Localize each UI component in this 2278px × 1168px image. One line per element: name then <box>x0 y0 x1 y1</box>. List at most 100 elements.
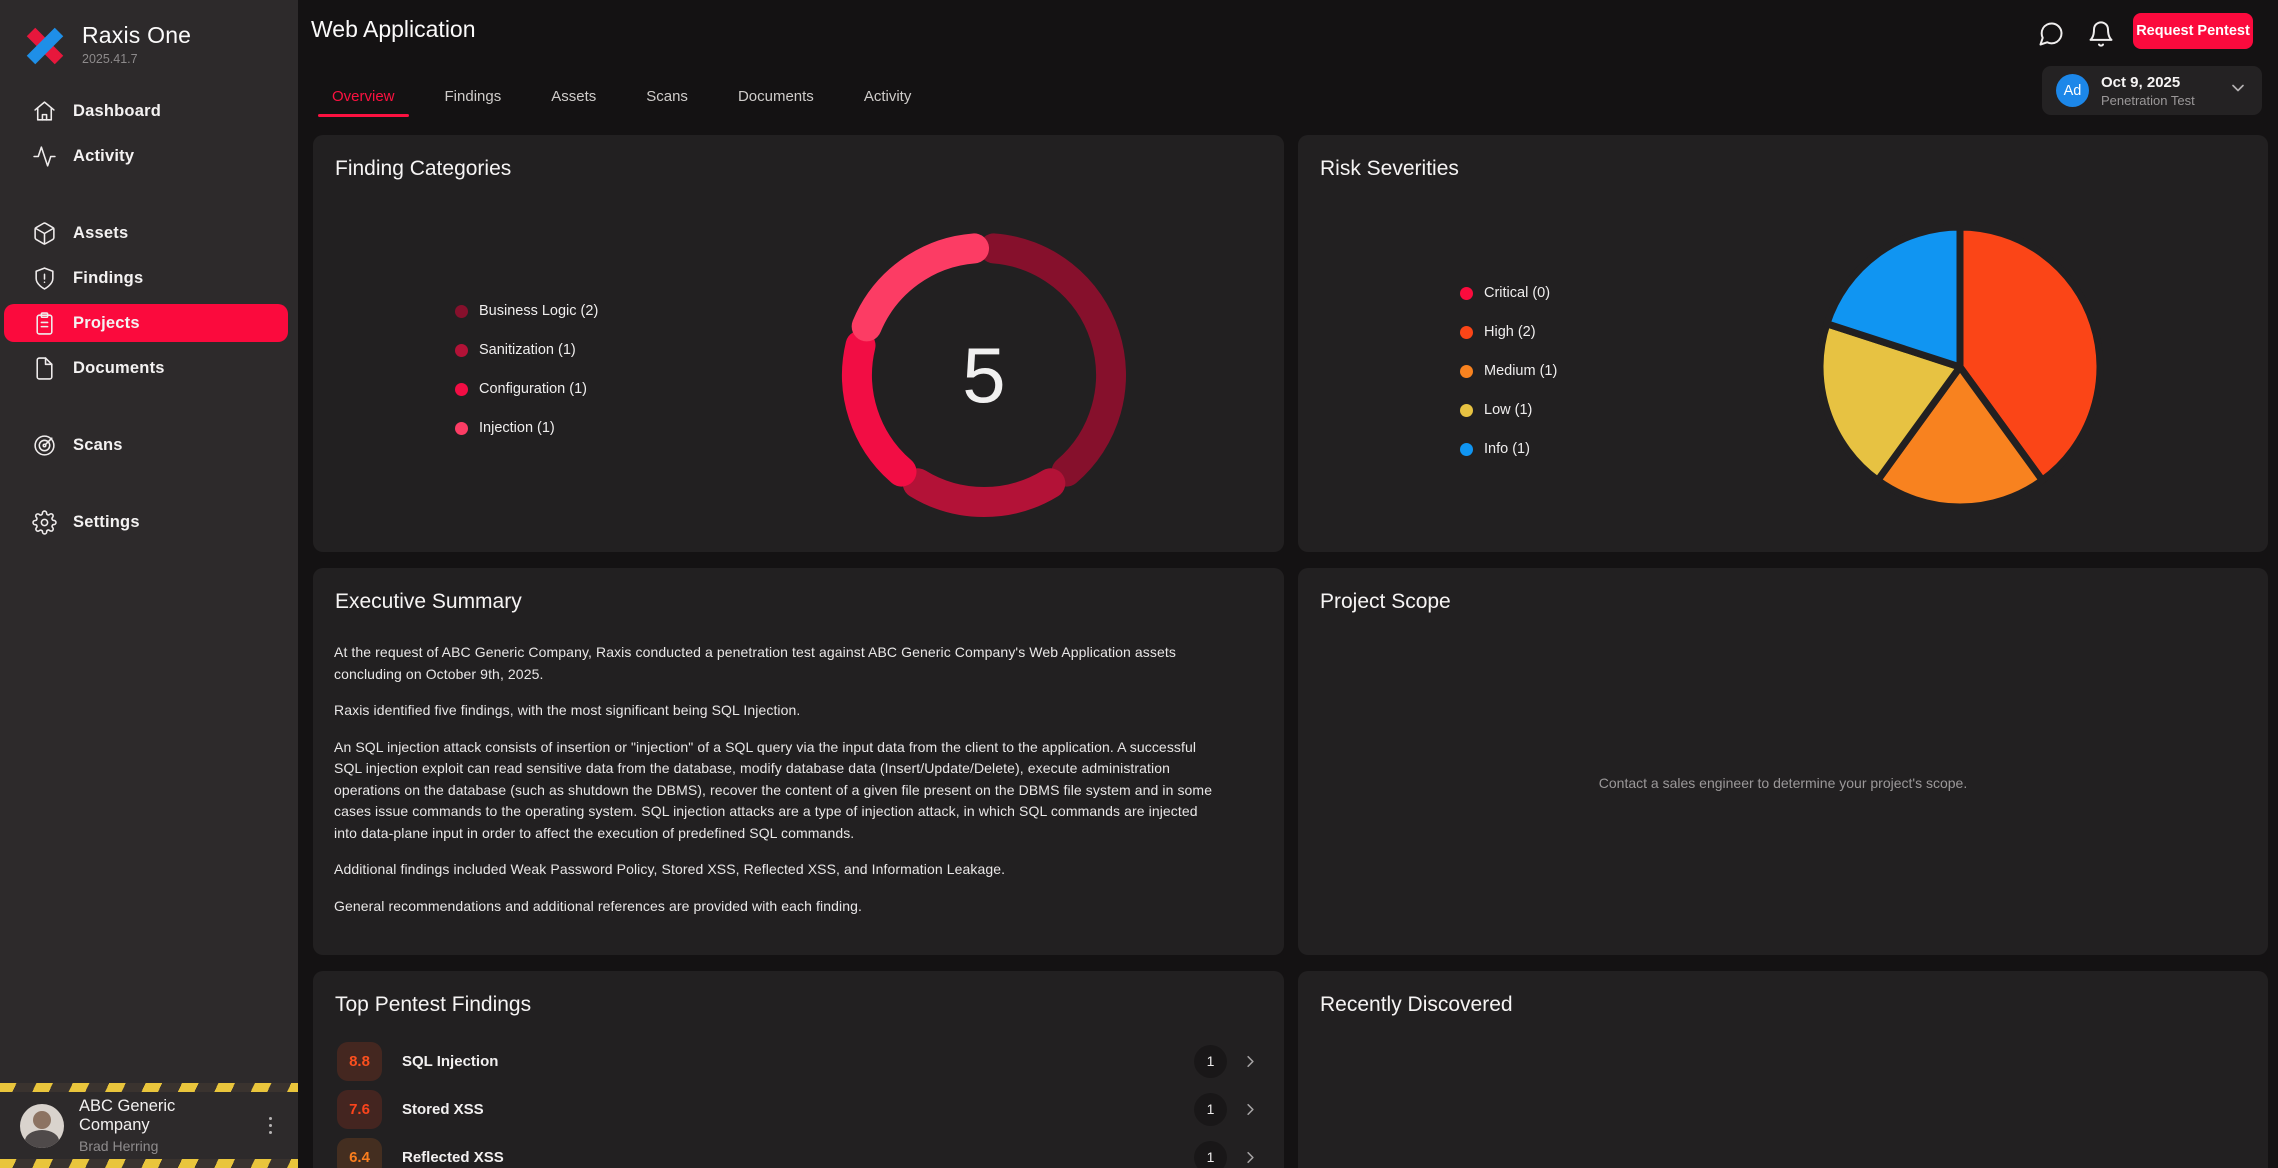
legend-item: High (2) <box>1460 324 1557 340</box>
tab-scans[interactable]: Scans <box>646 88 688 105</box>
card-title: Project Scope <box>1320 590 1451 613</box>
brand: Raxis One 2025.41.7 <box>22 22 191 68</box>
legend-dot <box>455 382 468 396</box>
legend-item: Injection (1) <box>455 420 598 436</box>
sidebar-item-activity[interactable]: Activity <box>4 137 288 175</box>
sidebar-item-settings[interactable]: Settings <box>4 503 288 541</box>
legend-dot <box>455 421 468 435</box>
company-name: ABC Generic Company <box>79 1097 176 1134</box>
sidebar-item-label: Activity <box>73 146 135 165</box>
legend-item: Low (1) <box>1460 402 1557 418</box>
legend-item: Critical (0) <box>1460 285 1557 301</box>
sidebar-item-label: Projects <box>73 313 140 332</box>
tab-findings[interactable]: Findings <box>444 88 502 105</box>
chevron-down-icon[interactable] <box>2228 78 2248 103</box>
tab-activity[interactable]: Activity <box>863 88 912 105</box>
legend-item: Info (1) <box>1460 441 1557 457</box>
sidebar-item-projects[interactable]: Projects <box>4 304 288 342</box>
finding-row-stored-xss[interactable]: 7.6 Stored XSS 1 <box>337 1085 1260 1133</box>
risk-severities-legend: Critical (0) High (2) Medium (1) Low (1)… <box>1460 285 1557 457</box>
sidebar-item-label: Settings <box>73 512 140 531</box>
legend-item: Medium (1) <box>1460 363 1557 379</box>
chat-icon[interactable] <box>2037 20 2065 48</box>
sidebar-item-label: Documents <box>73 358 165 377</box>
activity-pulse-icon <box>33 145 56 167</box>
cvss-score-badge: 8.8 <box>337 1041 382 1081</box>
legend-dot <box>1460 403 1473 417</box>
cube-icon <box>34 221 55 245</box>
caution-stripe <box>0 1083 298 1092</box>
project-date: Oct 9, 2025 <box>2101 73 2181 91</box>
legend-dot <box>455 343 468 357</box>
chevron-right-icon[interactable] <box>1241 1100 1260 1119</box>
caution-stripe <box>0 1159 298 1168</box>
request-pentest-button[interactable]: Request Pentest <box>2133 13 2253 49</box>
risk-severities-card: Risk Severities Critical (0) High (2) Me… <box>1298 135 2268 552</box>
project-selector[interactable]: Ad Oct 9, 2025 Penetration Test <box>2042 66 2262 115</box>
project-scope-card: Project Scope Contact a sales engineer t… <box>1298 568 2268 955</box>
finding-count-badge: 1 <box>1194 1092 1227 1126</box>
risk-severities-pie-chart <box>1810 217 2110 517</box>
page-title: Web Application <box>311 16 476 42</box>
sidebar-item-findings[interactable]: Findings <box>4 259 288 297</box>
legend-item: Sanitization (1) <box>455 342 598 358</box>
document-icon <box>36 356 53 380</box>
sidebar-item-assets[interactable]: Assets <box>4 214 288 252</box>
finding-row-reflected-xss[interactable]: 6.4 Reflected XSS 1 <box>337 1133 1260 1168</box>
shield-alert-icon <box>35 266 54 290</box>
gear-icon <box>32 509 57 535</box>
project-type: Penetration Test <box>2101 92 2195 108</box>
tab-assets[interactable]: Assets <box>551 88 597 105</box>
legend-dot <box>1460 364 1473 378</box>
recently-discovered-card: Recently Discovered <box>1298 971 2268 1168</box>
finding-title: Stored XSS <box>402 1100 484 1118</box>
cvss-score-badge: 6.4 <box>337 1137 382 1168</box>
card-title: Risk Severities <box>1320 157 1459 180</box>
donut-total: 5 <box>962 330 1006 419</box>
legend-dot <box>1460 442 1473 456</box>
sidebar-item-label: Assets <box>73 223 129 242</box>
project-tabs: Overview Findings Assets Scans Documents… <box>318 80 947 127</box>
clipboard-icon <box>36 311 53 335</box>
top-pentest-findings-card: Top Pentest Findings 8.8 SQL Injection 1… <box>313 971 1284 1168</box>
bell-icon[interactable] <box>2087 20 2115 48</box>
tab-overview[interactable]: Overview <box>318 80 409 127</box>
finding-title: Reflected XSS <box>402 1148 504 1166</box>
finding-categories-legend: Business Logic (2) Sanitization (1) Conf… <box>455 303 598 436</box>
home-icon <box>34 100 55 121</box>
account-menu-icon[interactable] <box>263 1111 279 1141</box>
card-title: Top Pentest Findings <box>335 993 532 1016</box>
sidebar-item-dashboard[interactable]: Dashboard <box>4 92 288 130</box>
app-version: 2025.41.7 <box>82 52 138 66</box>
legend-item: Configuration (1) <box>455 381 598 397</box>
scans-radar-icon <box>34 434 55 456</box>
legend-item: Business Logic (2) <box>455 303 598 319</box>
user-avatar <box>20 1103 64 1148</box>
card-title: Recently Discovered <box>1320 993 1513 1016</box>
legend-dot <box>1460 286 1473 300</box>
sidebar-item-documents[interactable]: Documents <box>4 349 288 387</box>
sidebar-item-label: Scans <box>73 435 123 454</box>
tab-documents[interactable]: Documents <box>737 88 814 105</box>
sidebar-item-label: Dashboard <box>73 101 161 120</box>
cvss-score-badge: 7.6 <box>337 1089 382 1129</box>
sidebar: Raxis One 2025.41.7 Dashboard Activity A… <box>0 0 298 1168</box>
legend-dot <box>1460 325 1473 339</box>
finding-categories-card: Finding Categories Business Logic (2) Sa… <box>313 135 1284 552</box>
finding-row-sql-injection[interactable]: 8.8 SQL Injection 1 <box>337 1037 1260 1085</box>
user-name: Brad Herring <box>79 1138 159 1154</box>
legend-dot <box>455 304 468 318</box>
chevron-right-icon[interactable] <box>1241 1148 1260 1167</box>
finding-count-badge: 1 <box>1194 1044 1227 1078</box>
sidebar-item-label: Findings <box>73 268 144 287</box>
executive-summary-card: Executive Summary At the request of ABC … <box>313 568 1284 955</box>
chevron-right-icon[interactable] <box>1241 1052 1260 1071</box>
sidebar-item-scans[interactable]: Scans <box>4 426 288 464</box>
project-scope-empty-text: Contact a sales engineer to determine yo… <box>1598 775 1968 791</box>
app-name: Raxis One <box>82 22 192 48</box>
sidebar-account[interactable]: ABC Generic Company Brad Herring <box>0 1092 298 1159</box>
finding-title: SQL Injection <box>402 1052 499 1070</box>
card-title: Executive Summary <box>335 590 522 613</box>
finding-count-badge: 1 <box>1194 1140 1227 1168</box>
